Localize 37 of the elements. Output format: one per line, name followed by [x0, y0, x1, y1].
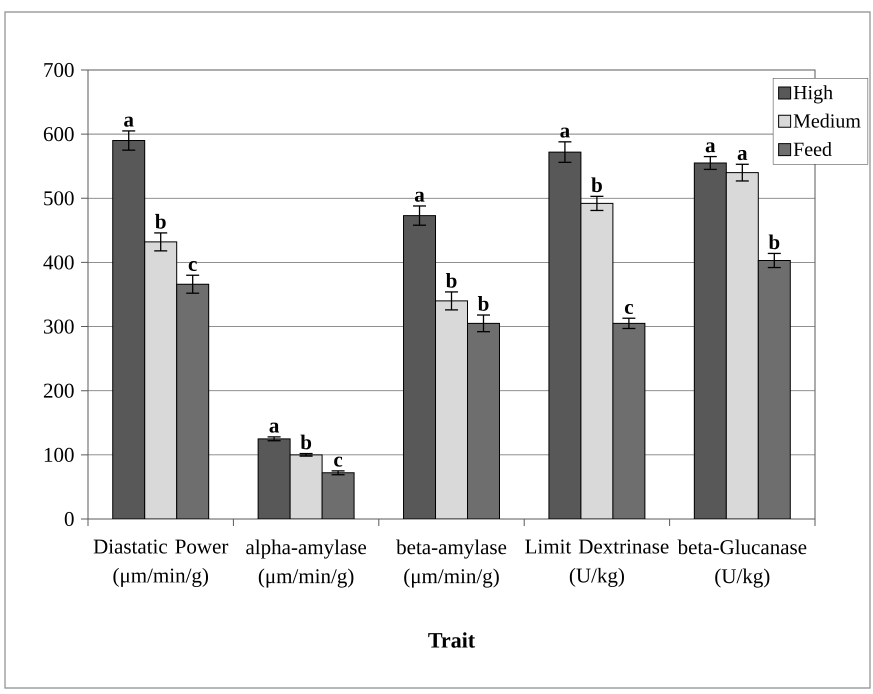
- data-label: a: [706, 142, 716, 152]
- x-tick-label: beta-Glucanase (U/kg): [678, 540, 806, 588]
- data-label: b: [478, 296, 488, 311]
- bar: [322, 472, 355, 519]
- data-label: b: [300, 434, 312, 450]
- legend-label: High: [794, 85, 833, 104]
- x-axis-title: Trait: [428, 632, 476, 648]
- data-label: c: [188, 260, 197, 272]
- data-label: b: [155, 214, 166, 229]
- y-tick-label: 400: [43, 255, 74, 270]
- y-tick-label: 100: [44, 448, 74, 462]
- y-tick-label: 600: [44, 127, 74, 142]
- y-tick-label: 200: [44, 384, 74, 398]
- data-label: b: [768, 234, 780, 250]
- data-label: c: [624, 304, 634, 314]
- x-tick-label: beta-amylase (μm/min/g): [396, 540, 506, 588]
- data-label: b: [446, 272, 456, 288]
- legend-label: Medium: [794, 114, 861, 128]
- bar: [176, 284, 210, 519]
- y-tick-label: 0: [64, 512, 74, 526]
- data-label: a: [560, 128, 570, 138]
- data-label: b: [591, 177, 602, 192]
- y-tick-label: 300: [44, 319, 74, 334]
- data-label: a: [414, 192, 424, 202]
- data-label: a: [738, 150, 748, 160]
- data-label: a: [124, 116, 134, 127]
- x-tick-label: alpha-amylase (μm/min/g): [246, 540, 366, 588]
- data-label: c: [334, 456, 342, 467]
- legend-label: Feed: [794, 142, 832, 156]
- data-label: a: [270, 422, 280, 433]
- bar: [467, 322, 500, 519]
- x-tick-label: Limit Dextrinase (U/kg): [525, 540, 669, 587]
- bar: [612, 322, 646, 519]
- x-tick-label: Diastatic Power (μm/min/g): [94, 540, 228, 587]
- bar: [758, 260, 791, 519]
- y-tick-label: 700: [44, 62, 74, 78]
- y-tick-label: 500: [44, 191, 74, 206]
